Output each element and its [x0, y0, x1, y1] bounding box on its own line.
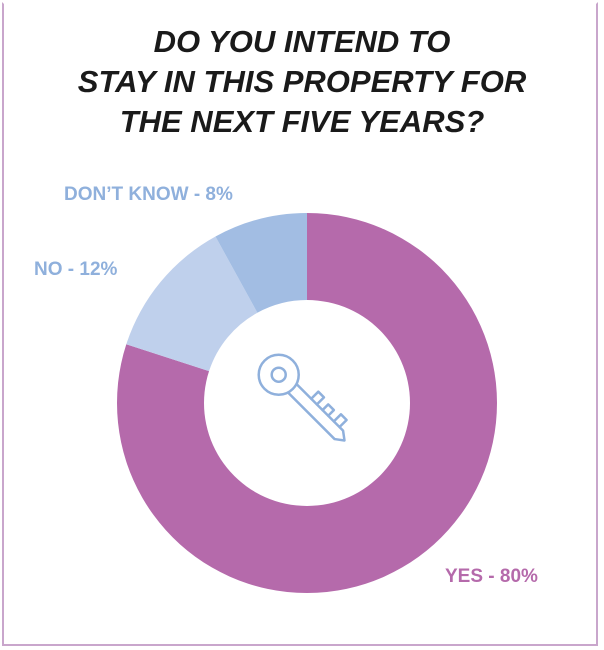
donut-slices: [117, 213, 498, 594]
title-line-1: DO YOU INTEND TO: [153, 24, 451, 59]
key-icon: [257, 353, 348, 442]
title-line-2: STAY IN THIS PROPERTY FOR: [77, 64, 527, 99]
slice-label-yes: YES - 80%: [445, 566, 538, 587]
title-line-3: THE NEXT FIVE YEARS?: [119, 104, 485, 139]
slice-dont-know: [215, 213, 307, 313]
slice-label-no: NO - 12%: [34, 259, 118, 280]
slice-yes: [117, 213, 498, 594]
slice-label-dont-know: DON’T KNOW - 8%: [64, 184, 233, 205]
slice-no: [126, 236, 258, 372]
chart-frame: [2, 2, 598, 646]
chart-title: DO YOU INTEND TO STAY IN THIS PROPERTY F…: [0, 22, 604, 142]
